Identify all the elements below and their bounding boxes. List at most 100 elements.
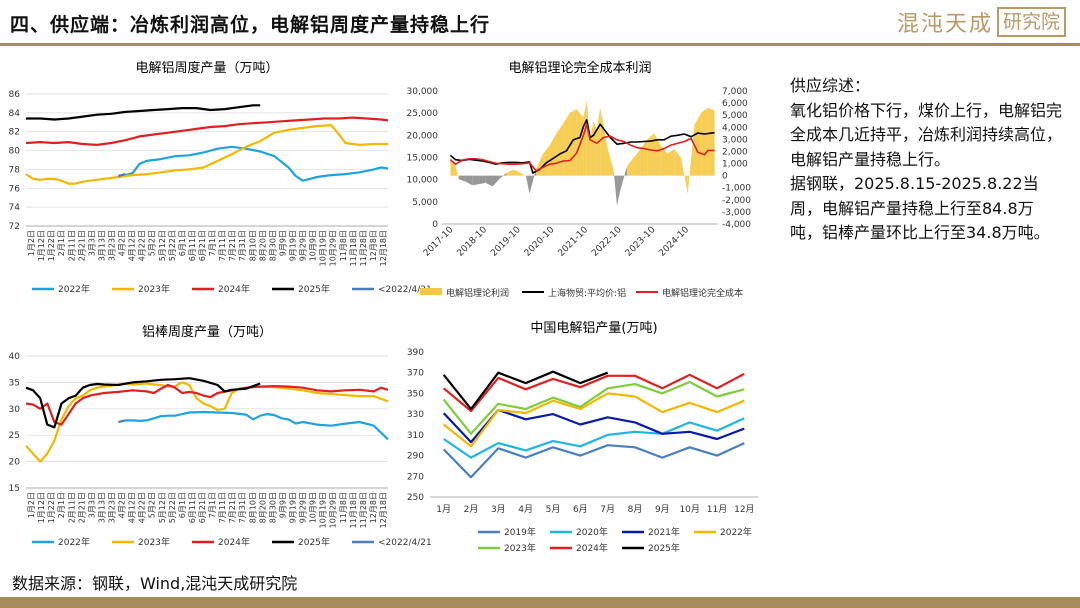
profit-area-segment (707, 107, 715, 176)
legend-swatch-profit (420, 288, 442, 295)
y-tick-label: 350 (407, 389, 424, 399)
x-tick-label: 4月2日 (118, 230, 127, 256)
profit-area-segment (667, 149, 675, 176)
y-right-tick-label: 4,000 (722, 123, 748, 133)
summary-panel: 供应综述： 氧化铝价格下行，煤价上行，电解铝完全成本几近持平，冶炼利润持续高位，… (790, 74, 1065, 246)
x-tick-label: 10月19日 (319, 492, 328, 528)
profit-area-segment (606, 145, 614, 176)
x-tick-label: 10月9日 (309, 230, 318, 261)
y-left-tick-label: 25,000 (407, 109, 439, 119)
x-tick-label: 11月18日 (349, 230, 358, 266)
y-tick-label: 30 (9, 405, 21, 415)
x-tick-label: 1月12日 (37, 492, 46, 523)
x-tick-label: 3月3日 (87, 492, 96, 518)
x-tick-label: 3月3日 (87, 230, 96, 256)
legend-label-2022年: 2022年 (58, 283, 90, 295)
profit-area-segment (627, 157, 634, 176)
y-tick-label: 84 (9, 109, 21, 119)
x-tick-label: 2019-10 (489, 225, 523, 259)
x-tick-label: 8月30日 (268, 230, 277, 261)
x-tick-label: 4月 (518, 504, 533, 515)
profit-area-segment (660, 145, 668, 176)
y-left-tick-label: 15,000 (407, 154, 439, 164)
legend-label-2022年: 2022年 (720, 526, 752, 538)
x-tick-label: 11月28日 (359, 492, 368, 528)
x-tick-label: 3月 (491, 504, 506, 515)
chart-rod-weekly: 铝棒周度产量（万吨） 15 20 25 30 35 40 1月2日 1月12日 1月22日 2月1日… (0, 318, 432, 558)
y-tick-label: 72 (9, 222, 20, 232)
y-right-tick-label: 5,000 (722, 111, 748, 121)
x-tick-label: 4月22日 (138, 230, 147, 261)
x-tick-label: 9月19日 (288, 230, 297, 261)
x-tick-label: 2018-10 (456, 225, 490, 259)
y-right-tick-label: 0 (722, 172, 728, 182)
x-tick-label: 6月11日 (188, 230, 197, 261)
profit-area-segment (617, 175, 621, 206)
y-tick-label: 270 (407, 472, 424, 482)
series-line-2025年 (26, 104, 261, 121)
x-tick-label: 5月2日 (148, 230, 157, 256)
x-tick-label: 2月1日 (57, 230, 66, 256)
x-tick-label: 1月12日 (37, 230, 46, 261)
x-tick-label: 6月1日 (178, 492, 187, 518)
profit-area-segment (694, 112, 702, 176)
series-line-2024年 (25, 116, 389, 147)
y-tick-label: 310 (407, 431, 424, 441)
y-right-tick-label: 1,000 (722, 160, 748, 170)
profit-area-segment (519, 172, 527, 177)
series-line-2022年 (125, 410, 389, 441)
x-tick-label: 9月 (655, 504, 670, 515)
y-tick-label: 330 (407, 410, 424, 420)
legend-label-2022-4-21: <2022/4/21 (378, 538, 432, 548)
legend-label-2021年: 2021年 (648, 526, 680, 538)
profit-area-segment (479, 175, 486, 185)
x-tick-label: 2022-10 (590, 225, 624, 259)
x-tick-label: 3月13日 (97, 492, 106, 523)
x-tick-label: 12月18日 (379, 230, 388, 266)
legend-label-2025年: 2025年 (648, 542, 680, 554)
legend-label-profit: 电解铝理论利润 (446, 287, 509, 299)
chart-china-al-monthly-svg: 中国电解铝产量(万吨) 250 270 290 310 330 350 370 390 1月 2月 3… (407, 321, 758, 554)
x-tick-label: 8月 (628, 504, 643, 515)
x-tick-label: 3月13日 (97, 230, 106, 261)
x-tick-label: 7月 (600, 504, 615, 515)
y-right-tick-label: -3,000 (722, 208, 751, 218)
x-tick-label: 4月12日 (128, 230, 137, 261)
summary-paragraph-1: 氧化铝价格下行，煤价上行，电解铝完全成本几近持平，冶炼利润持续高位，电解铝产量持… (790, 100, 1063, 169)
profit-area-segment (485, 175, 493, 187)
x-tick-label: 1月22日 (47, 230, 56, 261)
legend-label-2020年: 2020年 (576, 526, 608, 538)
y-tick-label: 25 (9, 431, 20, 441)
x-tick-label: 2020-10 (523, 225, 557, 259)
footer-bar (0, 597, 1080, 608)
logo-box: 研究院 (996, 7, 1066, 37)
legend-label-spot: 上海物贸:平均价:铝 (548, 287, 626, 299)
profit-area-segment (492, 175, 500, 187)
x-tick-label: 1月2日 (27, 492, 36, 518)
x-tick-label: 2021-10 (557, 225, 591, 259)
x-tick-label: 8月10日 (248, 230, 257, 261)
x-tick-label: 7月21日 (228, 230, 237, 261)
x-tick-label: 1月2日 (27, 230, 36, 256)
y-tick-label: 76 (9, 184, 21, 194)
x-tick-label: 12月 (734, 504, 754, 515)
x-tick-label: 10月 (679, 504, 699, 515)
legend-label-2024年: 2024年 (576, 542, 608, 554)
x-tick-label: 3月23日 (107, 230, 116, 261)
y-left-tick-label: 20,000 (407, 131, 439, 141)
x-tick-label: 4月12日 (128, 492, 137, 523)
x-tick-label: 7月21日 (228, 492, 237, 523)
legend-label-2022年: 2022年 (58, 536, 90, 548)
profit-area-segment (499, 173, 506, 180)
x-tick-label: 12月8日 (369, 492, 378, 523)
x-tick-label: 11月28日 (359, 230, 368, 266)
profit-area-segment (633, 149, 641, 176)
x-tick-label: 6月 (573, 504, 588, 515)
series-line-2025年 (442, 370, 609, 411)
x-tick-label: 11月 (707, 504, 727, 515)
y-tick-label: 86 (9, 90, 21, 100)
x-tick-label: 2月21日 (77, 230, 86, 261)
y-tick-label: 80 (9, 147, 21, 157)
series-line-2024年 (442, 372, 745, 413)
y-tick-label: 40 (9, 352, 21, 362)
